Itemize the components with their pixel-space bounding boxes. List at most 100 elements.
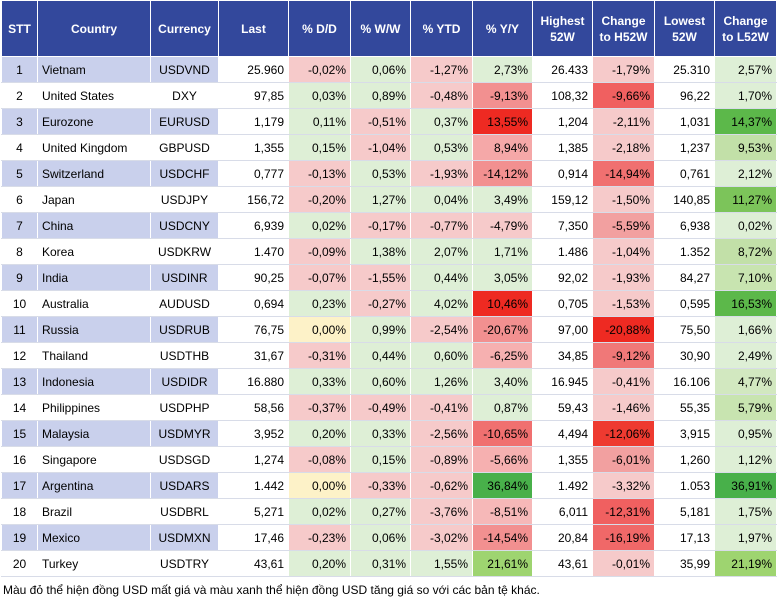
table-cell: 1.470 — [218, 238, 289, 265]
table-cell: -2,56% — [410, 420, 473, 447]
table-row: 14 Philippines USDPHP 58,56 -0,37% -0,49% -0,4… — [1, 394, 777, 421]
table-cell: 0,02% — [714, 212, 777, 239]
table-row: 16 Singapore USDSGD 1,274 -0,08% 0,15% -0,89% -… — [1, 446, 777, 473]
table-cell: 17,13 — [654, 524, 715, 551]
table-cell: -0,89% — [410, 446, 473, 473]
table-cell: -3,32% — [592, 472, 655, 499]
table-cell: 7,10% — [714, 264, 777, 291]
table-cell: -14,12% — [472, 160, 533, 187]
table-cell: -14,54% — [472, 524, 533, 551]
table-row: 5 Switzerland USDCHF 0,777 -0,13% 0,53% -1,93%… — [1, 160, 777, 187]
table-cell: -20,67% — [472, 316, 533, 343]
table-row: 13 Indonesia USDIDR 16.880 0,33% 0,60% 1,26% 3,… — [1, 368, 777, 395]
table-cell: 0,914 — [532, 160, 593, 187]
table-cell: 0,33% — [350, 420, 411, 447]
table-cell: 8,72% — [714, 238, 777, 265]
table-cell: 9,53% — [714, 134, 777, 161]
table-row: 18 Brazil USDBRL 5,271 0,02% 0,27% -3,76% -8,51… — [1, 498, 777, 525]
table-cell: 0,60% — [410, 342, 473, 369]
table-cell: -6,01% — [592, 446, 655, 473]
table-row: 8 Korea USDKRW 1.470 -0,09% 1,38% 2,07% 1,71% 1.… — [1, 238, 777, 265]
table-cell: -0,77% — [410, 212, 473, 239]
table-cell: 5,181 — [654, 498, 715, 525]
table-cell: 1.352 — [654, 238, 715, 265]
table-cell: 31,67 — [218, 342, 289, 369]
table-cell: 10 — [1, 290, 38, 317]
table-cell: -0,07% — [288, 264, 351, 291]
table-cell: 159,12 — [532, 186, 593, 213]
table-cell: -0,41% — [410, 394, 473, 421]
table-cell: -1,53% — [592, 290, 655, 317]
table-cell: 14,37% — [714, 108, 777, 135]
table-cell: 16,53% — [714, 290, 777, 317]
table-cell: 25.310 — [654, 56, 715, 83]
table-cell: Philippines — [37, 394, 151, 421]
table-cell: 1,274 — [218, 446, 289, 473]
table-cell: -0,13% — [288, 160, 351, 187]
table-cell: -0,20% — [288, 186, 351, 213]
table-cell: USDCHF — [150, 160, 219, 187]
table-cell: 34,85 — [532, 342, 593, 369]
table-cell: 0,53% — [410, 134, 473, 161]
table-cell: 0,04% — [410, 186, 473, 213]
table-cell: 16.880 — [218, 368, 289, 395]
table-cell: 6,939 — [218, 212, 289, 239]
table-cell: 0,694 — [218, 290, 289, 317]
table-cell: 6 — [1, 186, 38, 213]
fx-table: STT Country Currency Last% D/D% W/W% YTD% Y… — [1, 0, 777, 577]
table-cell: -8,51% — [472, 498, 533, 525]
table-cell: AUDUSD — [150, 290, 219, 317]
table-cell: 21,61% — [472, 550, 533, 577]
table-cell: 0,95% — [714, 420, 777, 447]
column-header: % D/D — [288, 0, 351, 57]
table-cell: -0,51% — [350, 108, 411, 135]
table-cell: Japan — [37, 186, 151, 213]
table-cell: -1,79% — [592, 56, 655, 83]
table-cell: Turkey — [37, 550, 151, 577]
table-cell: -1,55% — [350, 264, 411, 291]
table-cell: -1,93% — [592, 264, 655, 291]
table-cell: 14 — [1, 394, 38, 421]
table-cell: 92,02 — [532, 264, 593, 291]
table-cell: Australia — [37, 290, 151, 317]
table-cell: 4 — [1, 134, 38, 161]
table-cell: 0,761 — [654, 160, 715, 187]
table-cell: 18 — [1, 498, 38, 525]
table-cell: 5,79% — [714, 394, 777, 421]
table-cell: -5,66% — [472, 446, 533, 473]
table-cell: 0,33% — [288, 368, 351, 395]
table-cell: 4,77% — [714, 368, 777, 395]
table-cell: 59,43 — [532, 394, 593, 421]
table-cell: 2,73% — [472, 56, 533, 83]
table-cell: 1,237 — [654, 134, 715, 161]
table-cell: -3,76% — [410, 498, 473, 525]
table-cell: 96,22 — [654, 82, 715, 109]
table-cell: 1,204 — [532, 108, 593, 135]
footnote: Màu đỏ thể hiện đồng USD mất giá và màu … — [3, 583, 540, 597]
table-cell: 0,53% — [350, 160, 411, 187]
table-cell: 1,55% — [410, 550, 473, 577]
table-cell: 1,75% — [714, 498, 777, 525]
table-row: 2 United States DXY 97,85 0,03% 0,89% -0,48% -9… — [1, 82, 777, 109]
table-cell: 3,40% — [472, 368, 533, 395]
table-cell: 0,06% — [350, 524, 411, 551]
table-cell: 1.486 — [532, 238, 593, 265]
table-cell: 2,57% — [714, 56, 777, 83]
table-cell: -0,01% — [592, 550, 655, 577]
table-cell: 0,02% — [288, 498, 351, 525]
column-header: % YTD — [410, 0, 473, 57]
table-cell: 0,31% — [350, 550, 411, 577]
table-cell: Eurozone — [37, 108, 151, 135]
table-cell: USDINR — [150, 264, 219, 291]
table-cell: 12 — [1, 342, 38, 369]
table-cell: Brazil — [37, 498, 151, 525]
table-cell: -14,94% — [592, 160, 655, 187]
table-cell: 11,27% — [714, 186, 777, 213]
table-cell: USDTHB — [150, 342, 219, 369]
table-cell: 0,20% — [288, 420, 351, 447]
table-cell: EURUSD — [150, 108, 219, 135]
column-header: % Y/Y — [472, 0, 533, 57]
table-cell: USDIDR — [150, 368, 219, 395]
table-cell: United States — [37, 82, 151, 109]
